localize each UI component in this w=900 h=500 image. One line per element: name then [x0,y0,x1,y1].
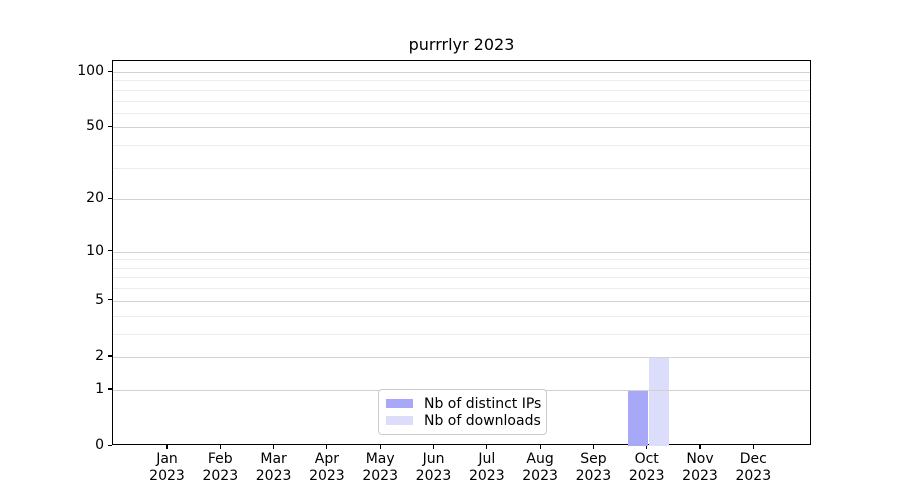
x-axis-tick [219,445,221,449]
legend-label-distinct-ips: Nb of distinct IPs [424,395,542,412]
y-axis-tick [108,250,112,252]
x-tick-label: Mar 2023 [255,451,292,484]
major-gridline [113,251,810,253]
x-tick-label: Aug 2023 [522,451,558,484]
x-axis-tick [646,445,648,449]
minor-gridline [113,277,810,279]
minor-gridline [113,112,810,114]
x-tick-label: Sep 2023 [575,451,612,484]
x-tick-label: Feb 2023 [202,451,239,484]
y-axis-tick [108,70,112,72]
legend-swatch-downloads [386,416,413,425]
y-axis-tick [108,388,112,390]
x-tick-label: Jun 2023 [415,451,452,484]
x-tick-label: Jul 2023 [468,451,505,484]
major-gridline [113,127,810,129]
minor-gridline [113,259,810,261]
x-tick-label: May 2023 [362,451,398,484]
x-axis-tick [432,445,435,449]
legend-item-distinct-ips: Nb of distinct IPs [386,395,541,412]
minor-gridline [113,267,810,269]
minor-gridline [113,167,810,169]
x-axis-tick [379,445,381,449]
legend-item-downloads: Nb of downloads [386,412,541,429]
y-axis-tick [108,299,112,301]
x-axis-tick [486,445,488,449]
bar-distinct-ips-9 [627,389,648,446]
minor-gridline [113,315,810,317]
bar-downloads-9 [648,356,669,446]
y-tick-label: 20 [86,190,104,207]
x-axis-tick [273,445,275,449]
major-gridline [113,72,810,73]
x-tick-label: Apr 2023 [309,451,345,484]
y-axis-tick [108,444,112,446]
minor-gridline [113,145,810,147]
x-axis-tick [752,445,754,449]
y-axis-tick [108,355,112,357]
y-axis-tick [108,197,112,199]
y-tick-label: 0 [95,437,104,453]
y-tick-label: 10 [86,242,104,259]
x-tick-label: Oct 2023 [628,451,665,484]
x-tick-label: Dec 2023 [735,451,772,484]
legend: Nb of distinct IPs Nb of downloads [378,389,547,435]
legend-swatch-distinct-ips [386,399,413,408]
y-tick-label: 100 [77,63,104,79]
x-tick-label: Nov 2023 [682,451,718,484]
legend-label-downloads: Nb of downloads [424,412,541,429]
y-tick-label: 1 [95,380,104,397]
y-axis-tick [108,125,112,128]
y-tick-label: 2 [95,347,104,364]
minor-gridline [113,333,810,335]
x-axis-tick [166,445,168,449]
major-gridline [113,199,810,201]
major-gridline [113,300,810,302]
x-axis-tick [592,445,594,449]
minor-gridline [113,80,810,82]
x-axis-tick [326,445,328,449]
y-tick-label: 50 [86,118,104,135]
plot-area [112,60,811,446]
x-axis-tick [699,445,701,449]
minor-gridline [113,89,810,91]
x-axis-tick [539,445,541,449]
minor-gridline [113,288,810,290]
x-tick-label: Jan 2023 [149,451,185,484]
minor-gridline [113,100,810,102]
y-tick-label: 5 [95,291,104,308]
major-gridline [113,356,810,358]
chart-title: purrrlyr 2023 [408,35,515,54]
